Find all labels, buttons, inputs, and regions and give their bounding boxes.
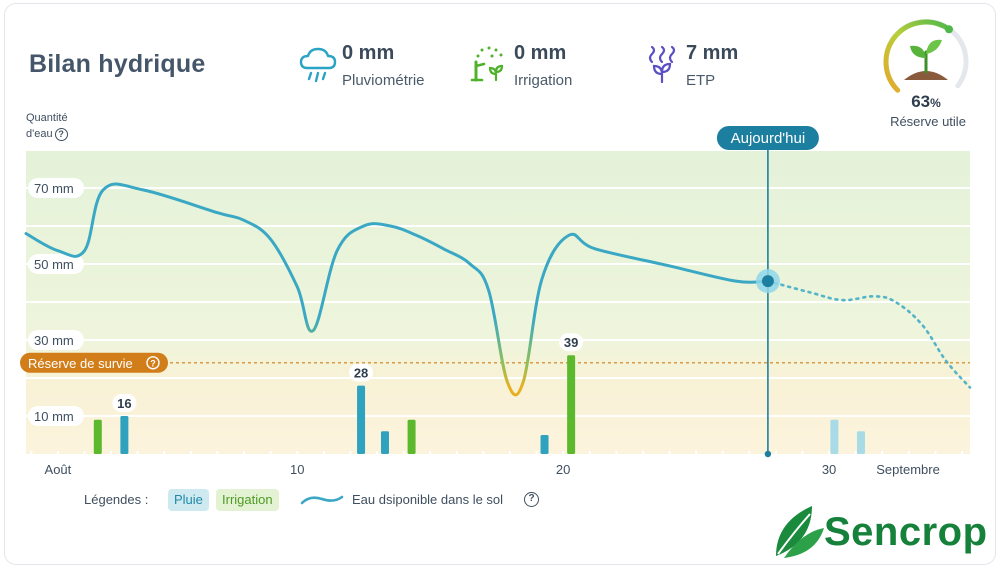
metric-irrigation-label: Irrigation — [514, 72, 573, 89]
y-axis-label: Quantité d'eau? — [26, 112, 68, 141]
y-tick-label: 50 mm — [34, 257, 74, 272]
brand-name: Sencrop — [824, 510, 988, 554]
metric-etp-label: ETP — [686, 72, 716, 89]
x-tick-label: 30 — [822, 462, 836, 477]
legend-rain: Pluie — [168, 489, 209, 511]
question-circle-icon — [146, 356, 160, 370]
soil-water-line — [24, 182, 770, 397]
y-tick-pill — [28, 330, 84, 350]
x-tick-label: 10 — [290, 462, 304, 477]
today-label: Aujourd'hui — [731, 130, 806, 147]
rain-cloud-icon — [299, 47, 337, 83]
y-tick-label: 70 mm — [34, 181, 74, 196]
rain-bar — [540, 435, 549, 454]
gauge-percent: 63% — [911, 92, 941, 111]
today-line-end — [764, 450, 772, 458]
metric-rainfall-label: Pluviométrie — [342, 72, 425, 89]
rain-bar-label: 28 — [354, 366, 368, 381]
legend-line-swatch — [300, 495, 344, 505]
rain-bar-label-pill — [112, 394, 137, 412]
metric-rainfall-value: 0 mm — [342, 42, 395, 64]
survival-reserve-pill — [20, 352, 168, 373]
y-tick-pill — [28, 406, 84, 426]
metric-etp-value: 7 mm — [686, 42, 739, 64]
y-tick-pill — [28, 254, 84, 274]
rain-bar-forecast — [830, 419, 839, 454]
irrigation-bar — [93, 419, 102, 454]
gauge-label: Réserve utile — [890, 114, 966, 129]
y-tick-pill — [28, 178, 84, 198]
legend-soil-water: Eau dsiponible dans le sol — [352, 492, 504, 507]
metric-rainfall: 0 mm Pluviométrie — [298, 40, 458, 96]
irrigation-bar-label: 39 — [564, 335, 578, 350]
metric-irrigation: 0 mm Irrigation — [470, 40, 630, 96]
question-circle-icon[interactable]: ? — [54, 127, 68, 141]
rain-bar-label: 16 — [117, 396, 131, 411]
metric-irrigation-value: 0 mm — [514, 42, 567, 64]
question-mark: ? — [150, 358, 156, 368]
x-tick-label: Août — [45, 462, 72, 477]
survival-reserve-label: Réserve de survie — [28, 356, 133, 371]
today-point — [761, 275, 774, 288]
question-circle-icon[interactable]: ? — [524, 492, 539, 507]
survival-reserve-badge: Réserve de survie? — [20, 352, 168, 373]
metric-etp: 7 mm ETP — [642, 40, 772, 96]
rain-bar — [120, 416, 129, 454]
irrigation-bar — [567, 355, 576, 454]
rain-bar-label-pill — [349, 363, 374, 382]
x-tick-label: 20 — [556, 462, 570, 477]
rain-bar — [380, 431, 389, 454]
x-tick-label: Septembre — [876, 462, 940, 477]
sprout-icon — [904, 39, 948, 80]
today-pill — [716, 126, 819, 150]
useful-reserve-gauge — [883, 19, 969, 93]
legend-irrigation: Irrigation — [216, 489, 279, 511]
evapotranspiration-icon — [648, 45, 676, 84]
page-title: Bilan hydrique — [29, 50, 206, 78]
y-tick-label: 10 mm — [34, 409, 74, 424]
today-badge: Aujourd'hui — [716, 126, 819, 150]
legend-prefix: Légendes : — [84, 492, 149, 507]
rain-bar — [357, 385, 366, 454]
irrigation-bar-label-pill — [559, 333, 584, 352]
sprinkler-icon — [470, 46, 504, 82]
y-tick-label: 30 mm — [34, 333, 74, 348]
rain-bar-forecast — [856, 431, 865, 454]
sencrop-leaf-icon — [776, 506, 824, 558]
soil-water-forecast-line — [766, 279, 972, 389]
irrigation-bar — [407, 419, 416, 454]
